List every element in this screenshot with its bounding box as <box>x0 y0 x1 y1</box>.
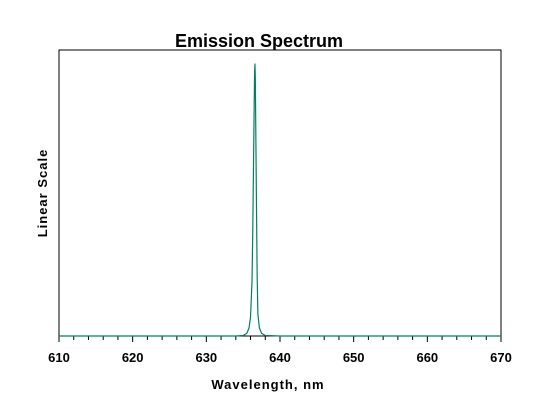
x-axis-tick-labels: 610 620 630 640 650 660 670 <box>48 350 512 365</box>
x-tick-label: 650 <box>343 350 365 365</box>
x-axis-label: Wavelength, nm <box>211 377 324 392</box>
plot-area-frame <box>58 49 502 337</box>
x-tick-label: 670 <box>490 350 512 365</box>
x-tick-label: 620 <box>122 350 144 365</box>
x-tick-label: 610 <box>48 350 70 365</box>
x-tick-label: 630 <box>195 350 217 365</box>
y-axis-label: Linear Scale <box>35 149 50 238</box>
spectrum-series-line <box>59 63 501 337</box>
x-axis-ticks <box>58 336 502 342</box>
x-tick-label: 640 <box>269 350 291 365</box>
series-layer <box>59 63 501 337</box>
x-tick-label: 660 <box>416 350 438 365</box>
chart-title: Emission Spectrum <box>175 31 343 51</box>
